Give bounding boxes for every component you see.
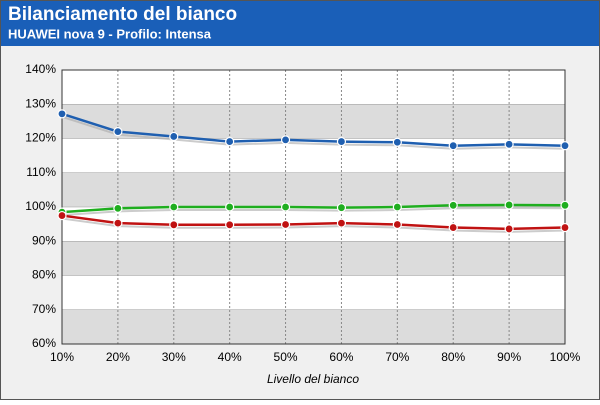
series-shadow bbox=[61, 115, 566, 150]
x-axis-label: Livello del bianco bbox=[267, 372, 359, 386]
data-point bbox=[280, 202, 291, 212]
data-point bbox=[560, 141, 570, 151]
data-point bbox=[113, 218, 123, 228]
data-point bbox=[392, 202, 402, 212]
data-point bbox=[504, 200, 514, 210]
data-point bbox=[225, 136, 235, 147]
x-tick-label: 80% bbox=[441, 350, 465, 364]
series-line bbox=[61, 112, 566, 147]
y-tick-label: 80% bbox=[32, 268, 56, 282]
data-point bbox=[113, 127, 123, 137]
series-line bbox=[61, 214, 566, 231]
data-point bbox=[504, 224, 514, 234]
chart-subtitle: HUAWEI nova 9 - Profilo: Intensa bbox=[8, 26, 212, 41]
grid-band bbox=[62, 241, 565, 276]
data-point bbox=[169, 131, 179, 142]
y-tick-label: 70% bbox=[32, 302, 56, 316]
data-point bbox=[448, 222, 458, 233]
data-point bbox=[280, 135, 291, 145]
data-point bbox=[560, 222, 570, 233]
data-point bbox=[336, 218, 347, 228]
x-tick-label: 10% bbox=[50, 350, 74, 364]
x-tick-label: 90% bbox=[497, 350, 521, 364]
x-tick-label: 50% bbox=[274, 350, 298, 364]
data-point bbox=[504, 139, 514, 149]
data-point bbox=[225, 202, 235, 212]
series-line bbox=[61, 203, 566, 214]
x-tick-label: 60% bbox=[329, 350, 353, 364]
data-point bbox=[57, 210, 67, 221]
y-tick-label: 140% bbox=[25, 62, 56, 76]
data-point bbox=[225, 220, 235, 230]
data-point bbox=[57, 109, 67, 119]
data-point bbox=[336, 203, 347, 213]
series-shadow bbox=[61, 206, 566, 217]
y-tick-label: 120% bbox=[25, 131, 56, 145]
data-point bbox=[169, 202, 179, 212]
data-point bbox=[448, 200, 458, 210]
data-point bbox=[448, 141, 458, 151]
x-tick-label: 70% bbox=[385, 350, 409, 364]
x-tick-label: 30% bbox=[162, 350, 186, 364]
grid-band bbox=[62, 172, 565, 207]
y-tick-label: 60% bbox=[32, 336, 56, 350]
data-point bbox=[280, 219, 291, 230]
data-point bbox=[560, 200, 570, 210]
x-tick-label: 20% bbox=[106, 350, 130, 364]
data-point bbox=[169, 220, 179, 230]
data-point bbox=[336, 136, 347, 147]
grid-band bbox=[62, 104, 565, 139]
chart-title: Bilanciamento del bianco bbox=[8, 4, 237, 25]
header bbox=[0, 0, 600, 46]
y-tick-label: 110% bbox=[26, 165, 56, 179]
y-tick-label: 130% bbox=[25, 96, 56, 110]
y-tick-label: 90% bbox=[32, 233, 56, 247]
data-point bbox=[392, 219, 402, 230]
data-point bbox=[392, 137, 402, 147]
y-tick-label: 100% bbox=[25, 199, 56, 213]
grid-band bbox=[62, 309, 565, 344]
x-tick-label: 40% bbox=[218, 350, 242, 364]
series-shadow bbox=[61, 217, 566, 233]
x-tick-label: 100% bbox=[550, 350, 581, 364]
data-point bbox=[113, 203, 123, 213]
